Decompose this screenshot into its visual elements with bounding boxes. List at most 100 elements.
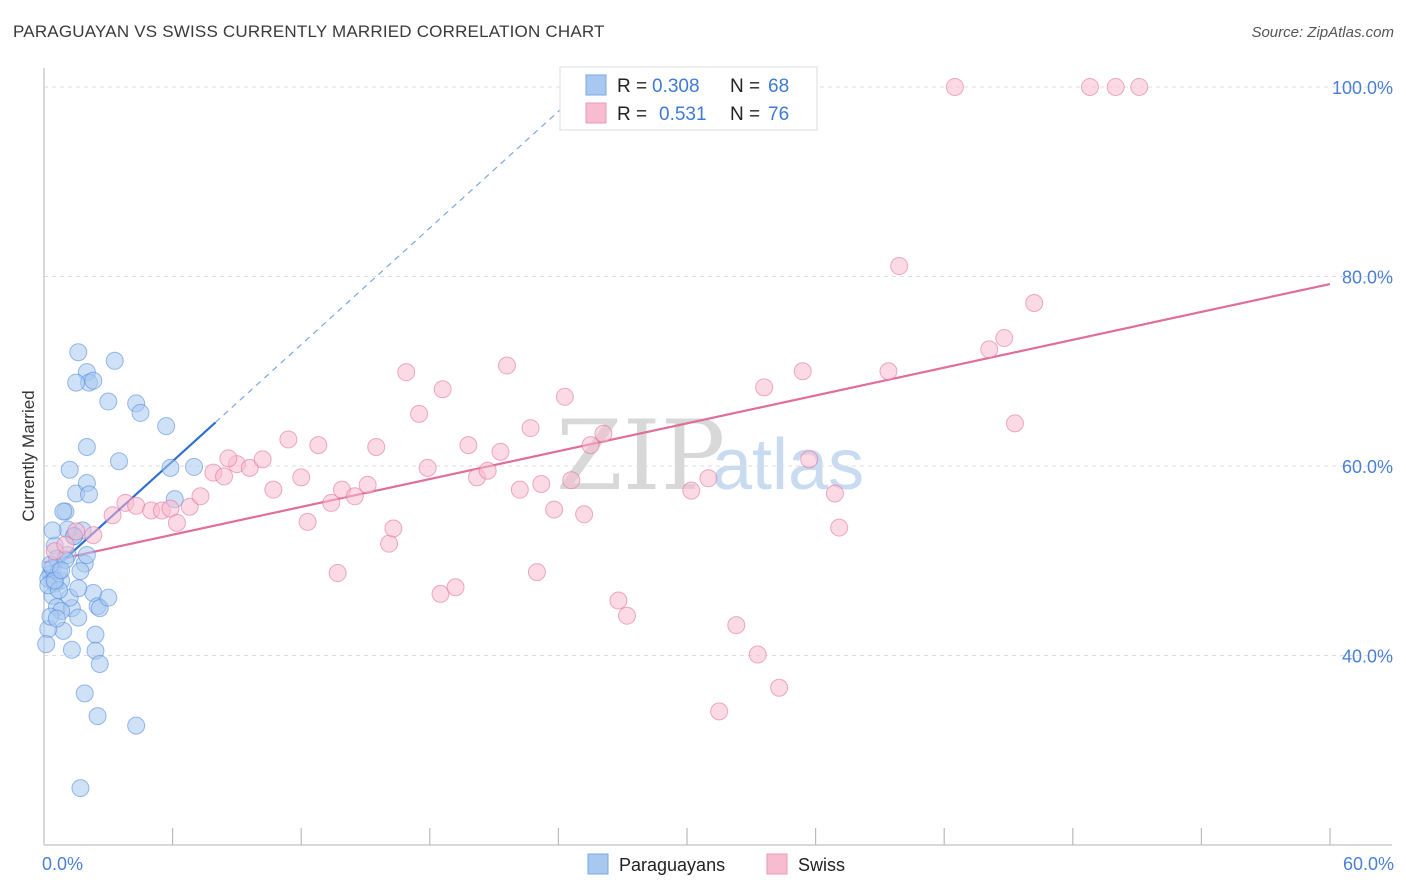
- swiss-point: [491, 442, 510, 461]
- swiss-point: [418, 458, 437, 477]
- swiss-point: [510, 480, 529, 499]
- paraguayan-point: [157, 417, 176, 436]
- paraguayan-point: [161, 458, 180, 477]
- swiss-point: [748, 645, 767, 664]
- paraguayan-trendline-extension: [215, 81, 591, 423]
- swiss-point: [562, 471, 581, 490]
- swiss-point: [279, 430, 298, 449]
- swiss-point: [253, 450, 272, 469]
- swiss-point: [617, 606, 636, 625]
- legend-n-label-1: N =: [730, 76, 760, 97]
- paraguayan-point: [69, 343, 88, 362]
- scatter-points: [37, 77, 1149, 798]
- swiss-point: [609, 591, 628, 610]
- swiss-point: [890, 257, 909, 276]
- y-tick-label: 60.0%: [1342, 457, 1393, 477]
- swiss-point: [298, 512, 317, 531]
- paraguayan-point: [54, 502, 73, 521]
- swiss-point: [555, 387, 574, 406]
- swiss-point: [1080, 77, 1099, 96]
- paraguayan-point: [88, 707, 107, 726]
- legend-n-value-2: 76: [768, 104, 789, 125]
- legend-n-value-1: 68: [768, 76, 789, 97]
- legend-swatch-swiss: [585, 102, 607, 124]
- swiss-point: [770, 678, 789, 697]
- swiss-point: [545, 500, 564, 519]
- swiss-point: [521, 419, 540, 438]
- legend-r-value-1: 0.308: [652, 76, 700, 97]
- bottom-legend: Paraguayans Swiss: [587, 853, 845, 875]
- swiss-point: [710, 702, 729, 721]
- swiss-point: [127, 496, 146, 515]
- swiss-point: [328, 564, 347, 583]
- paraguayan-point: [99, 588, 118, 607]
- swiss-trendline: [43, 282, 1331, 564]
- swiss-point: [215, 467, 234, 486]
- paraguayan-point: [90, 655, 109, 674]
- paraguayan-point: [71, 562, 90, 581]
- paraguayan-point: [43, 521, 62, 540]
- swiss-point: [1130, 77, 1149, 96]
- swiss-point: [431, 584, 450, 603]
- legend-r-value-2: 0.531: [659, 104, 707, 125]
- swiss-point: [727, 616, 746, 635]
- swiss-point: [793, 362, 812, 381]
- swiss-point: [292, 468, 311, 487]
- swiss-point: [240, 458, 259, 477]
- swiss-point: [699, 469, 718, 488]
- swiss-point: [397, 363, 416, 382]
- swiss-point: [459, 436, 478, 455]
- swiss-point: [980, 340, 999, 359]
- paraguayan-point: [75, 684, 94, 703]
- paraguayan-point: [69, 579, 88, 598]
- paraguayan-point: [84, 371, 103, 390]
- swiss-point: [56, 535, 75, 554]
- swiss-point: [497, 356, 516, 375]
- swiss-point: [367, 438, 386, 457]
- paraguayan-point: [67, 373, 86, 392]
- swiss-point: [67, 522, 86, 541]
- source-label: Source: ZipAtlas.com: [1251, 24, 1394, 41]
- gridlines: [44, 86, 1392, 656]
- legend-r-label-1: R =: [617, 76, 647, 97]
- swiss-point: [830, 518, 849, 537]
- swiss-point: [945, 77, 964, 96]
- bottom-legend-swatch-swiss: [766, 853, 788, 875]
- paraguayan-point: [105, 351, 124, 370]
- swiss-point: [478, 461, 497, 480]
- swiss-point: [879, 362, 898, 381]
- y-tick-label: 80.0%: [1342, 267, 1393, 287]
- swiss-point: [532, 474, 551, 493]
- swiss-point: [755, 378, 774, 397]
- swiss-point: [581, 436, 600, 455]
- paraguayan-point: [71, 779, 90, 798]
- swiss-point: [800, 450, 819, 469]
- bottom-legend-label-swiss: Swiss: [798, 855, 845, 875]
- swiss-point: [345, 487, 364, 506]
- chart-title: PARAGUAYAN VS SWISS CURRENTLY MARRIED CO…: [13, 22, 605, 41]
- swiss-point: [380, 534, 399, 553]
- paraguayan-point: [37, 635, 56, 654]
- swiss-point: [410, 404, 429, 423]
- paraguayan-point: [185, 457, 204, 476]
- swiss-point: [322, 493, 341, 512]
- swiss-point: [84, 526, 103, 545]
- swiss-point: [191, 487, 210, 506]
- y-axis-title: Currently Married: [19, 390, 38, 521]
- legend-n-label-2: N =: [730, 104, 760, 125]
- paraguayan-point: [47, 609, 66, 628]
- swiss-point: [1106, 77, 1125, 96]
- swiss-point: [309, 436, 328, 455]
- paraguayan-point: [131, 403, 150, 422]
- paraguayan-point: [60, 460, 79, 479]
- swiss-point: [433, 380, 452, 399]
- swiss-point: [167, 513, 186, 532]
- watermark-zip: ZIP: [556, 400, 725, 512]
- swiss-point: [575, 505, 594, 524]
- paraguayan-point: [127, 716, 146, 735]
- paraguayan-point: [80, 485, 99, 504]
- swiss-point: [264, 480, 283, 499]
- swiss-point: [219, 449, 238, 468]
- swiss-point: [446, 578, 465, 597]
